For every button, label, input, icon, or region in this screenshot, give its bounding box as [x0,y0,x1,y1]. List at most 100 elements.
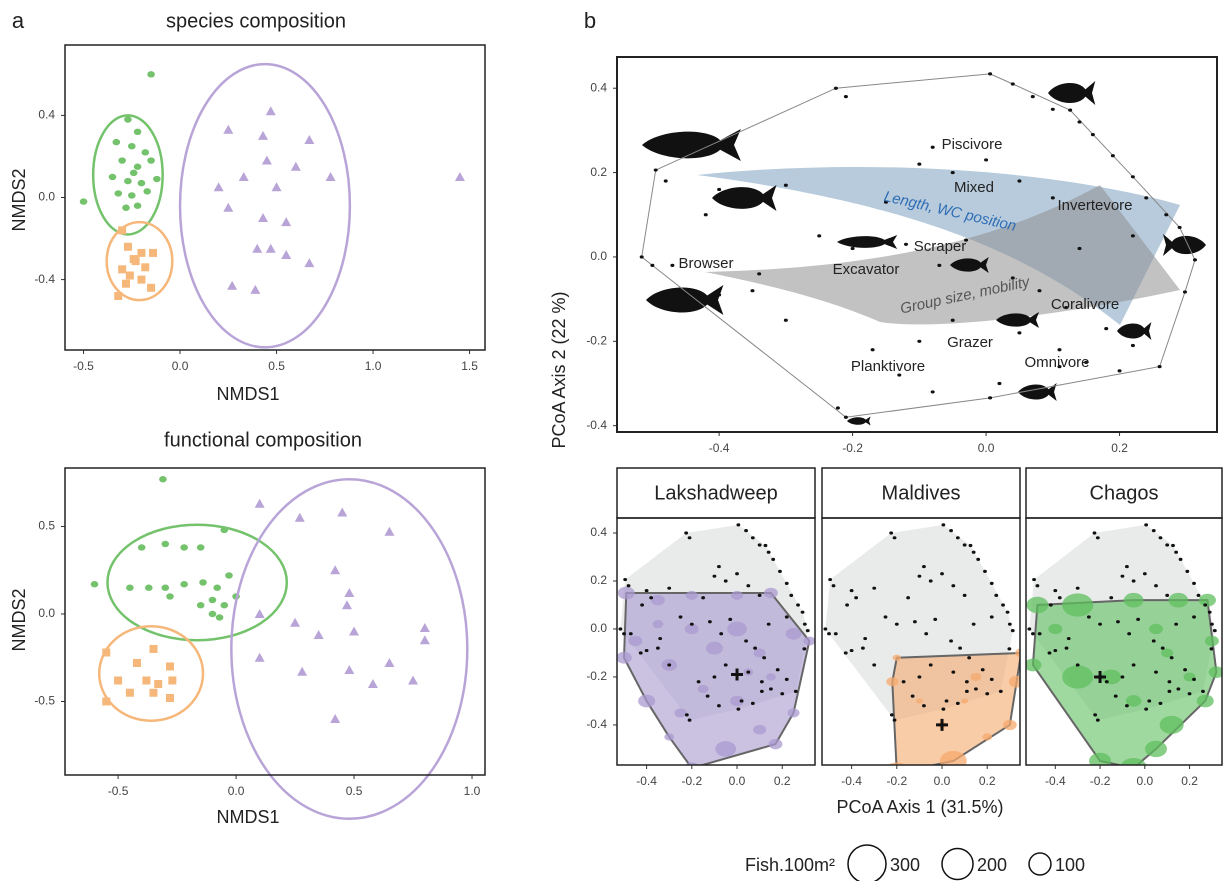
point [125,688,134,697]
group-label: Scraper [914,238,967,255]
species-point [964,689,969,693]
point [843,95,848,99]
species-point [757,543,762,547]
point [220,526,229,534]
group-ellipse [105,220,174,302]
bubble [1089,752,1112,765]
bubble [1198,593,1216,607]
point [227,280,238,290]
species-point [687,536,692,540]
species-point [1160,646,1165,650]
species-point [828,577,833,582]
point [344,664,355,674]
point [208,610,217,618]
fish-icon [1117,322,1152,340]
chart: -0.4 -0.2 0.0 0.2 Maldives [821,467,1021,788]
species-point [831,584,836,588]
x-tick-label: -0.2 [842,441,863,455]
species-point [1165,593,1170,597]
species-point [1209,647,1214,651]
facet-plot [1026,523,1222,765]
bubble [684,623,699,635]
plot-frame [616,517,816,766]
species-point [626,584,631,588]
species-point [1167,689,1172,693]
species-point [849,588,854,593]
species-point [684,713,689,717]
point [124,177,132,185]
point [730,200,735,204]
species-point [1098,622,1102,626]
species-point [689,622,694,626]
group-label: Omnivore [1024,354,1089,371]
point [114,190,123,197]
size-legend-title: Fish.100m² [745,855,835,875]
species-point [750,536,755,540]
group-label: Mixed [954,179,994,196]
species-point [644,588,649,593]
species-point [1174,622,1179,626]
point [258,130,269,140]
point [883,200,888,204]
x-tick-label: -0.2 [681,774,702,788]
species-point [967,656,972,660]
bubble [1062,593,1094,617]
species-point [1171,543,1175,548]
point [141,263,150,272]
point [79,198,88,205]
species-point [1075,663,1080,667]
point [1010,276,1015,280]
chart-title: functional composition [164,429,362,451]
bubble [1208,666,1222,678]
species-point [955,701,960,705]
species-point [924,632,929,636]
plot-frame [616,56,1218,433]
species-point [827,632,831,636]
species-point [1086,615,1091,619]
species-point [628,632,633,636]
point [304,258,315,268]
x-axis-label: NMDS1 [216,807,279,827]
species-point [1192,615,1196,619]
bubble [961,698,969,704]
point [223,124,234,134]
species-point [705,694,710,698]
species-point [1113,694,1118,698]
species-point [833,632,838,636]
point [90,581,99,588]
point [1037,289,1042,293]
chart: functional composition NMDS1 NMDS2 -0.5 0.0 0… [9,429,486,827]
point [137,248,146,257]
point [1157,365,1162,369]
species-point [1120,675,1125,679]
species-point [736,707,741,711]
species-point [980,668,985,672]
group-label: Planktivore [851,358,925,375]
species-point [1158,536,1163,540]
point [930,145,935,149]
species-point [784,677,789,681]
point [297,666,308,676]
point [281,249,292,259]
species-point [717,564,721,569]
group-ellipse [106,523,289,642]
y-tick-label: 0.0 [38,190,55,204]
y-tick-label: -0.4 [586,418,607,432]
facet-plot [617,523,815,765]
y-tick-label: -0.4 [586,717,607,731]
point [950,170,955,175]
x-tick-label: 0.0 [729,774,746,788]
point [1030,386,1035,390]
point [161,584,170,591]
species-point [667,663,672,667]
y-axis-label: NMDS2 [9,168,29,231]
bubble [766,673,776,681]
species-point [1027,627,1032,631]
species-point [1109,596,1114,600]
point [1110,154,1115,158]
centroid [1094,670,1107,683]
point [137,544,146,551]
species-point [1212,629,1217,633]
species-point [985,692,990,696]
point [213,584,221,591]
